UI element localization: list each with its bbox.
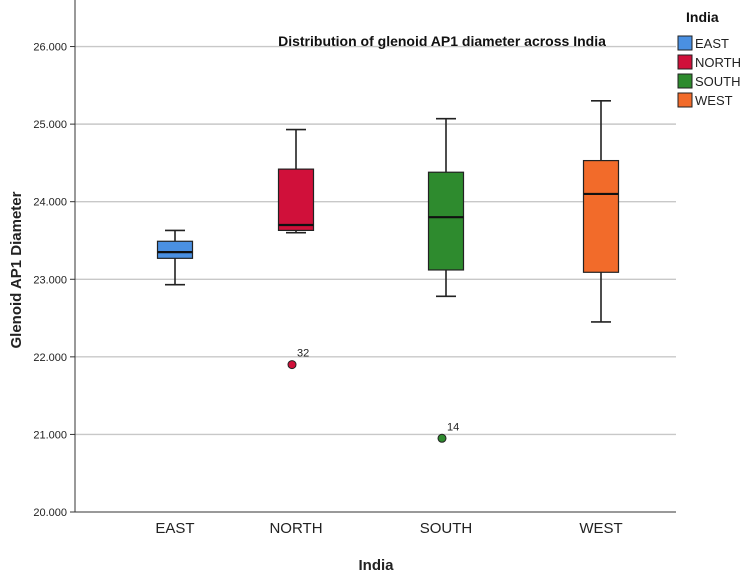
x-category-label: WEST [579,520,622,537]
box-west [582,100,620,323]
y-tick-label: 24.000 [33,197,67,209]
y-axis-ticks: 20.000 21.000 22.000 23.000 24.000 25.000 26.0… [33,42,75,519]
outlier-label: 32 [297,348,309,360]
legend-item-north: NORTH [677,54,741,70]
box-iqr [156,240,194,259]
y-tick-label: 22.000 [33,352,67,364]
x-axis-title: India [358,557,394,574]
outlier-point [437,433,447,443]
box-series: 32 14 [156,100,620,443]
box-iqr [427,171,465,271]
legend-item-west: WEST [677,92,733,108]
legend-swatch [677,92,693,108]
legend-swatch [677,54,693,70]
chart-title: Distribution of glenoid AP1 diameter acr… [278,33,606,49]
legend-label: WEST [695,93,733,108]
outlier-point [287,360,297,370]
legend: EAST NORTH SOUTH WEST [677,35,741,108]
legend-label: EAST [695,36,729,51]
y-tick-label: 23.000 [33,274,67,286]
legend-item-east: EAST [677,35,729,51]
y-tick-label: 26.000 [33,42,67,54]
legend-label: NORTH [695,55,741,70]
box-iqr [582,159,620,273]
y-tick-label: 20.000 [33,507,67,519]
legend-label: SOUTH [695,74,741,89]
y-tick-label: 21.000 [33,429,67,441]
box-east [156,229,194,286]
legend-swatch [677,35,693,51]
x-category-label: EAST [155,520,194,537]
y-tick-label: 25.000 [33,119,67,131]
legend-swatch [677,73,693,89]
x-category-label: SOUTH [420,520,473,537]
x-category-label: NORTH [269,520,322,537]
box-iqr [277,168,315,232]
legend-title: India [686,9,719,25]
outlier-label: 14 [447,421,459,433]
legend-item-south: SOUTH [677,73,741,89]
category-labels: EAST NORTH SOUTH WEST [155,520,622,537]
box-north: 32 [277,128,315,370]
box-south: 14 [427,117,465,443]
y-axis-title: Glenoid AP1 Diameter [8,191,25,348]
